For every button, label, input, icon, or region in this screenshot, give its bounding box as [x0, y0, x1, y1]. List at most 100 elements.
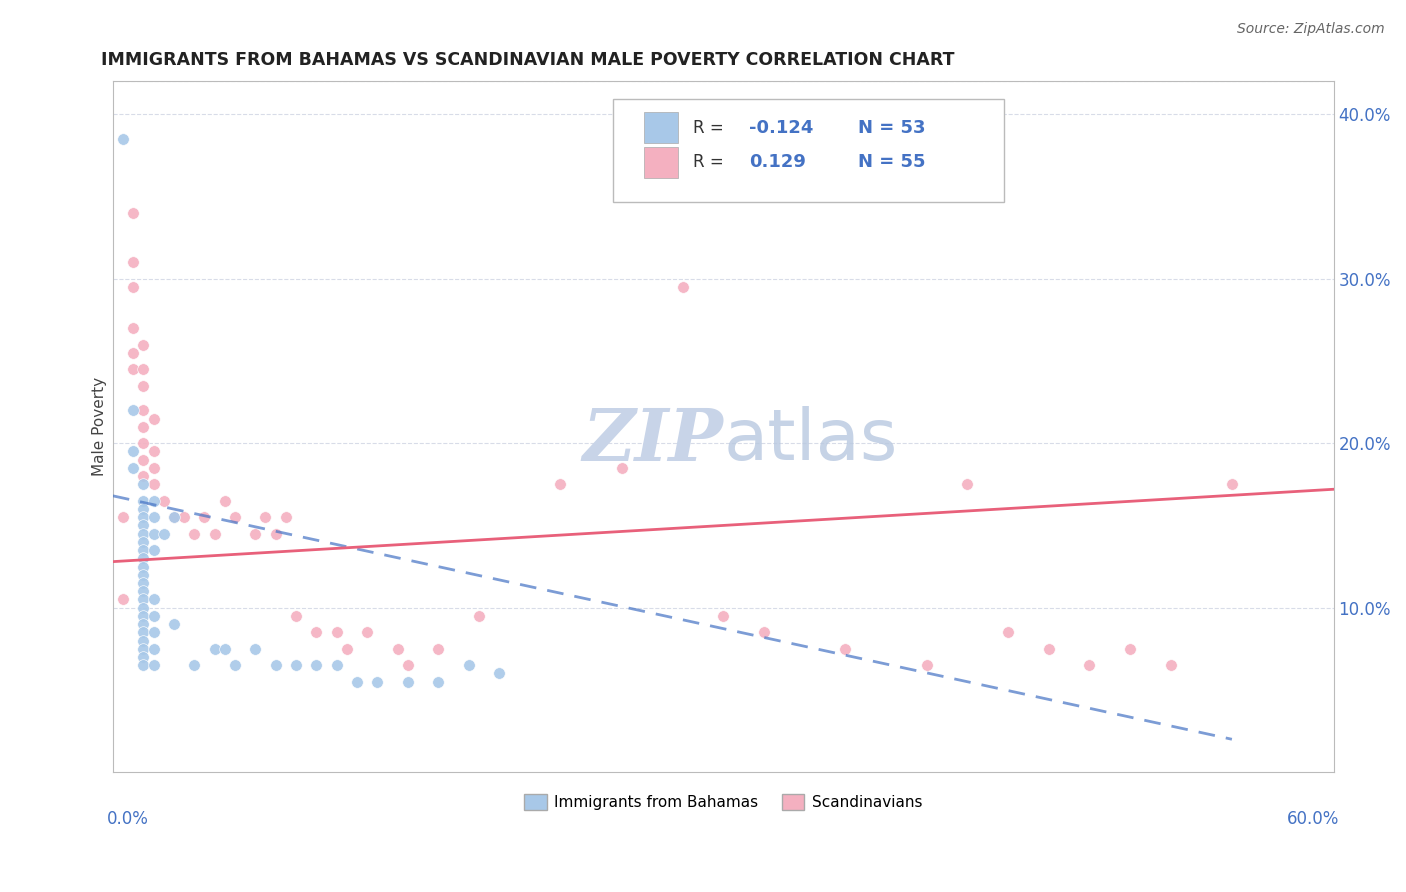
Point [752, 625, 775, 640]
Point [458, 658, 481, 673]
Point [132, 584, 155, 599]
Point [366, 674, 388, 689]
Point [356, 625, 378, 640]
Point [305, 658, 328, 673]
Point [550, 477, 572, 491]
Point [163, 510, 186, 524]
Point [132, 658, 155, 673]
Point [163, 617, 186, 632]
Text: Source: ZipAtlas.com: Source: ZipAtlas.com [1237, 22, 1385, 37]
Point [142, 461, 165, 475]
Point [142, 658, 165, 673]
Point [122, 255, 145, 269]
Point [997, 625, 1019, 640]
Point [132, 633, 155, 648]
Point [1160, 658, 1182, 673]
FancyBboxPatch shape [644, 146, 678, 178]
Point [122, 403, 145, 417]
Text: R =: R = [693, 119, 724, 136]
Point [204, 641, 226, 656]
Point [132, 576, 155, 591]
Point [245, 526, 267, 541]
Point [427, 674, 450, 689]
Point [264, 526, 287, 541]
Point [122, 444, 145, 458]
Text: 0.129: 0.129 [749, 153, 806, 171]
Point [132, 436, 155, 450]
Point [1220, 477, 1243, 491]
Point [132, 617, 155, 632]
Point [112, 510, 135, 524]
Point [173, 510, 195, 524]
Point [1119, 641, 1142, 656]
Point [132, 403, 155, 417]
Point [387, 641, 409, 656]
Point [142, 592, 165, 607]
Point [671, 280, 693, 294]
Point [132, 641, 155, 656]
Point [132, 535, 155, 549]
Point [183, 658, 205, 673]
Point [132, 477, 155, 491]
Text: N = 53: N = 53 [858, 119, 925, 136]
Point [224, 658, 246, 673]
Point [132, 592, 155, 607]
Point [396, 658, 419, 673]
Point [488, 666, 510, 681]
Point [1078, 658, 1101, 673]
Text: R =: R = [693, 153, 724, 171]
Point [132, 493, 155, 508]
Point [204, 526, 226, 541]
Point [336, 641, 359, 656]
Point [264, 658, 287, 673]
Point [711, 608, 734, 623]
Point [122, 321, 145, 335]
Point [305, 625, 328, 640]
Point [132, 510, 155, 524]
Point [122, 206, 145, 220]
FancyBboxPatch shape [613, 99, 1004, 202]
Text: atlas: atlas [723, 406, 897, 475]
Point [285, 608, 308, 623]
Point [122, 461, 145, 475]
Point [132, 502, 155, 516]
Point [142, 444, 165, 458]
Point [142, 510, 165, 524]
Point [183, 526, 205, 541]
Point [142, 625, 165, 640]
Point [214, 641, 236, 656]
Point [214, 493, 236, 508]
Point [132, 518, 155, 533]
Point [142, 493, 165, 508]
Point [396, 674, 419, 689]
Text: -0.124: -0.124 [749, 119, 813, 136]
Point [163, 510, 186, 524]
Text: N = 55: N = 55 [858, 153, 925, 171]
Point [1038, 641, 1060, 656]
Point [285, 658, 308, 673]
Point [132, 362, 155, 376]
Point [254, 510, 277, 524]
Point [132, 337, 155, 351]
Text: ZIP: ZIP [582, 405, 723, 476]
Point [142, 641, 165, 656]
Point [132, 625, 155, 640]
Text: 60.0%: 60.0% [1288, 810, 1340, 828]
Point [193, 510, 215, 524]
Point [122, 345, 145, 359]
FancyBboxPatch shape [644, 112, 678, 144]
Point [132, 551, 155, 566]
Point [132, 419, 155, 434]
Text: IMMIGRANTS FROM BAHAMAS VS SCANDINAVIAN MALE POVERTY CORRELATION CHART: IMMIGRANTS FROM BAHAMAS VS SCANDINAVIAN … [101, 51, 955, 69]
Point [132, 526, 155, 541]
Point [132, 452, 155, 467]
Point [325, 658, 347, 673]
Point [224, 510, 246, 524]
Point [132, 378, 155, 392]
Point [427, 641, 450, 656]
Point [142, 608, 165, 623]
Point [274, 510, 297, 524]
Point [122, 362, 145, 376]
Point [132, 469, 155, 483]
Point [132, 650, 155, 665]
